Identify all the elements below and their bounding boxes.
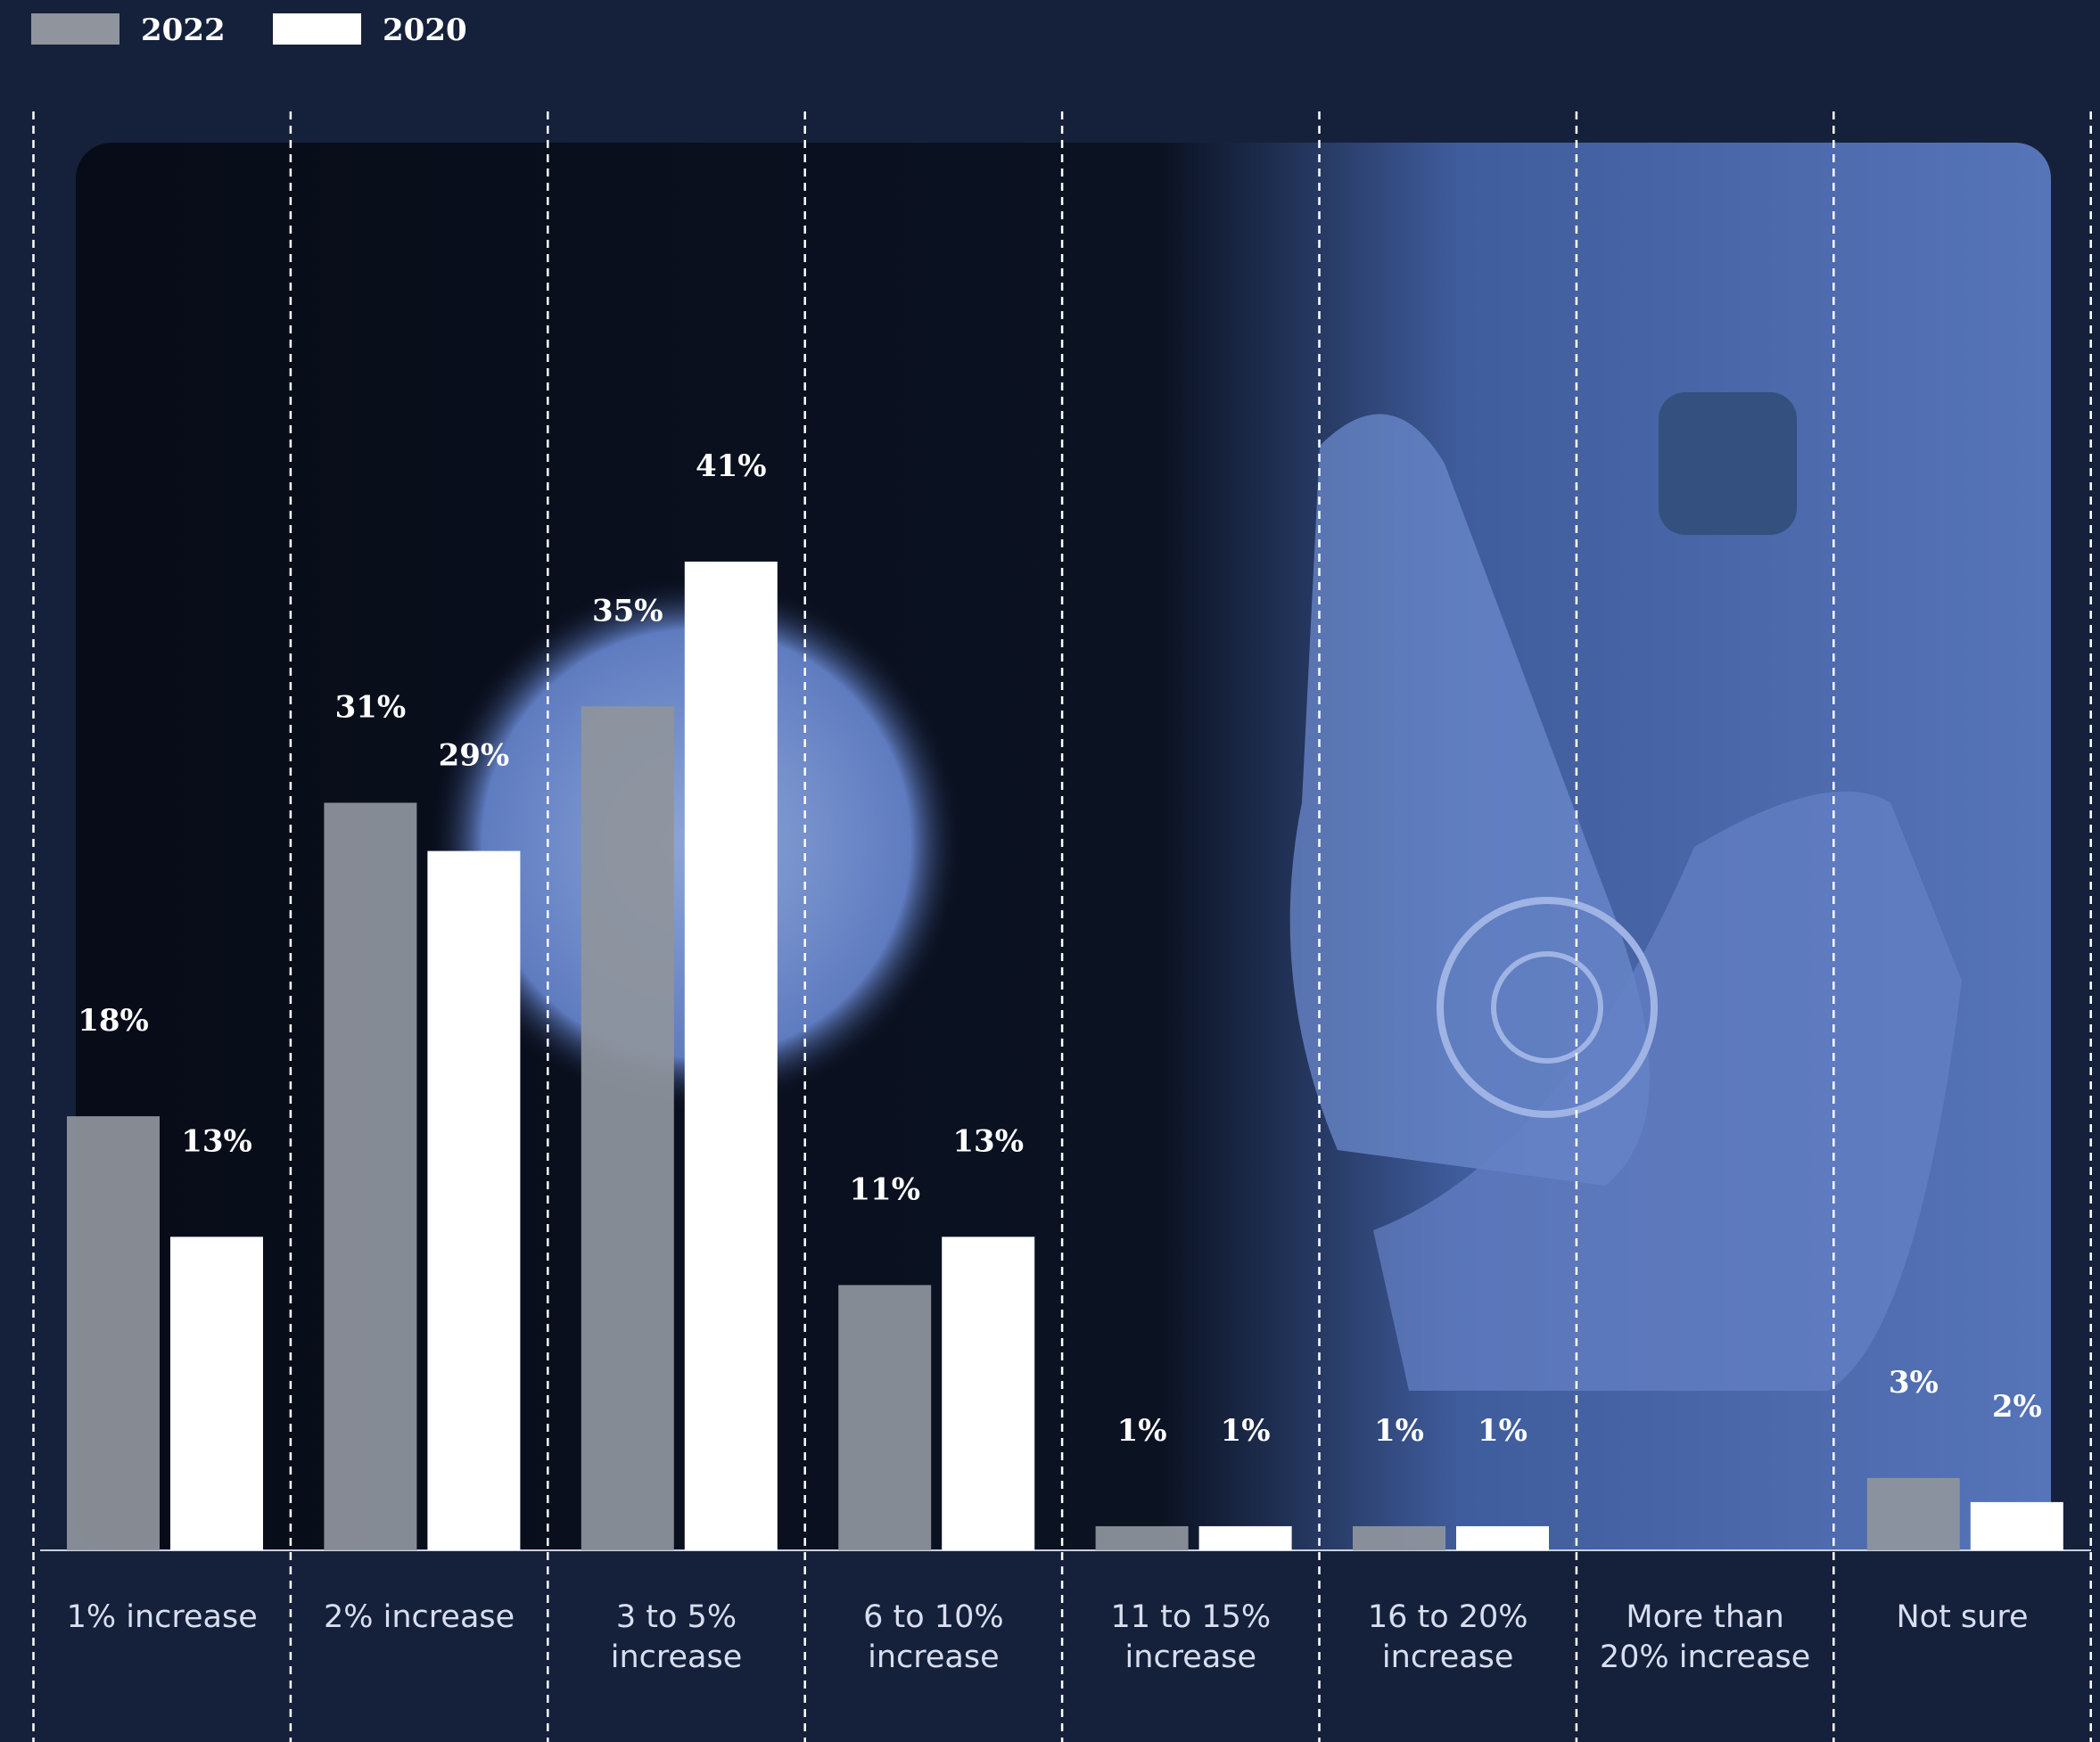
value-label: 18% <box>78 1003 149 1039</box>
value-label: 41% <box>696 448 767 484</box>
bar <box>581 706 674 1550</box>
x-tick-label: 6 to 10% increase <box>863 1599 1004 1675</box>
value-label: 1% <box>1374 1413 1424 1449</box>
value-label: 1% <box>1478 1413 1528 1449</box>
legend: 2022 2020 <box>31 12 467 48</box>
bar <box>1970 1501 2063 1550</box>
bar <box>427 850 521 1550</box>
value-label: 1% <box>1221 1413 1271 1449</box>
x-tick-label: Not sure <box>1896 1599 2029 1635</box>
x-tick-label: 1% increase <box>66 1599 258 1635</box>
value-label: 31% <box>335 689 407 725</box>
legend-label: 2020 <box>383 12 467 48</box>
bar <box>1095 1525 1189 1550</box>
value-label: 2% <box>1992 1389 2042 1425</box>
value-label: 29% <box>439 738 510 774</box>
bar <box>324 802 417 1550</box>
x-tick-label: More than 20% increase <box>1599 1599 1811 1675</box>
x-tick-label: 16 to 20% increase <box>1367 1599 1528 1675</box>
bar <box>1198 1525 1292 1550</box>
bar <box>1866 1477 1960 1550</box>
bar <box>684 561 778 1551</box>
x-tick-label: 11 to 15% increase <box>1110 1599 1272 1675</box>
bar <box>838 1285 932 1550</box>
legend-label: 2022 <box>141 12 226 48</box>
value-label: 35% <box>592 593 663 629</box>
bar <box>67 1116 160 1550</box>
value-label: 1% <box>1117 1413 1167 1449</box>
x-tick-label: 2% increase <box>324 1599 515 1635</box>
bar <box>942 1237 1035 1550</box>
bar <box>170 1237 263 1550</box>
value-label: 3% <box>1889 1365 1939 1401</box>
value-label: 11% <box>849 1171 920 1207</box>
x-tick-label: 3 to 5% increase <box>610 1599 743 1675</box>
bar <box>1353 1525 1445 1550</box>
legend-swatch <box>273 13 361 45</box>
value-label: 13% <box>952 1123 1024 1159</box>
value-label: 13% <box>181 1123 252 1159</box>
background-image <box>76 143 2051 1551</box>
legend-swatch <box>31 13 119 45</box>
bar <box>1456 1525 1549 1550</box>
